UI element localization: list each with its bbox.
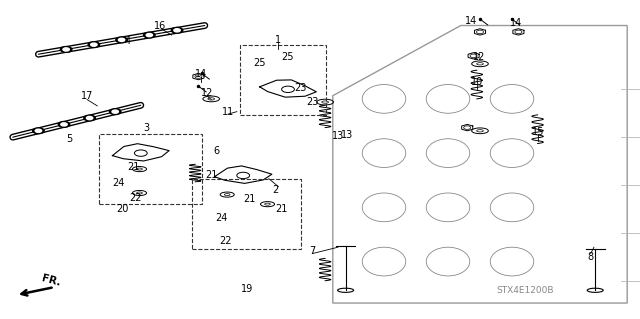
Text: 21: 21 (127, 162, 140, 173)
Text: 5: 5 (66, 134, 72, 145)
Circle shape (60, 47, 72, 52)
Text: 14: 14 (195, 69, 207, 79)
Text: 23: 23 (306, 97, 319, 107)
Circle shape (35, 129, 42, 132)
Text: STX4E1200B: STX4E1200B (496, 286, 554, 295)
Circle shape (118, 38, 125, 41)
Text: 17: 17 (81, 91, 93, 101)
Circle shape (58, 122, 70, 127)
Text: 6: 6 (213, 145, 220, 156)
Text: 24: 24 (215, 213, 228, 223)
Text: 16: 16 (154, 21, 166, 31)
Text: 25: 25 (253, 57, 266, 68)
Circle shape (116, 37, 127, 43)
Circle shape (91, 43, 97, 46)
Text: 23: 23 (294, 83, 307, 93)
Text: 21: 21 (205, 170, 218, 180)
Circle shape (112, 110, 118, 113)
Circle shape (33, 128, 44, 134)
Circle shape (88, 42, 100, 48)
Bar (192, 179, 301, 249)
Bar (240, 45, 326, 115)
Text: 21: 21 (243, 194, 256, 204)
Text: 13: 13 (341, 130, 354, 140)
Text: 11: 11 (221, 107, 234, 117)
Text: FR.: FR. (40, 273, 61, 288)
Text: 10: 10 (471, 77, 484, 87)
Text: 24: 24 (112, 178, 125, 188)
Text: 22: 22 (219, 235, 232, 246)
Circle shape (174, 29, 180, 32)
Circle shape (61, 123, 67, 126)
Text: 8: 8 (588, 252, 594, 263)
Bar (99, 134, 202, 204)
Text: 25: 25 (282, 52, 294, 63)
Circle shape (172, 27, 183, 33)
Text: 21: 21 (275, 204, 288, 214)
Circle shape (146, 33, 152, 37)
Text: 12: 12 (200, 88, 213, 98)
Text: 4: 4 (125, 36, 131, 46)
Text: 3: 3 (143, 123, 149, 133)
Circle shape (63, 48, 69, 51)
Text: 14: 14 (509, 18, 522, 28)
Circle shape (86, 116, 93, 120)
Text: 2: 2 (272, 185, 278, 195)
Circle shape (143, 32, 155, 38)
Circle shape (84, 115, 95, 121)
Text: 7: 7 (309, 246, 316, 256)
Text: 19: 19 (241, 284, 253, 294)
Text: 22: 22 (129, 193, 141, 203)
Text: 13: 13 (332, 131, 344, 141)
Text: 12: 12 (472, 52, 485, 63)
Text: 1: 1 (275, 35, 282, 45)
Text: 14: 14 (465, 16, 477, 26)
Circle shape (109, 109, 121, 115)
Text: 15: 15 (532, 127, 545, 137)
Text: 20: 20 (116, 204, 129, 214)
